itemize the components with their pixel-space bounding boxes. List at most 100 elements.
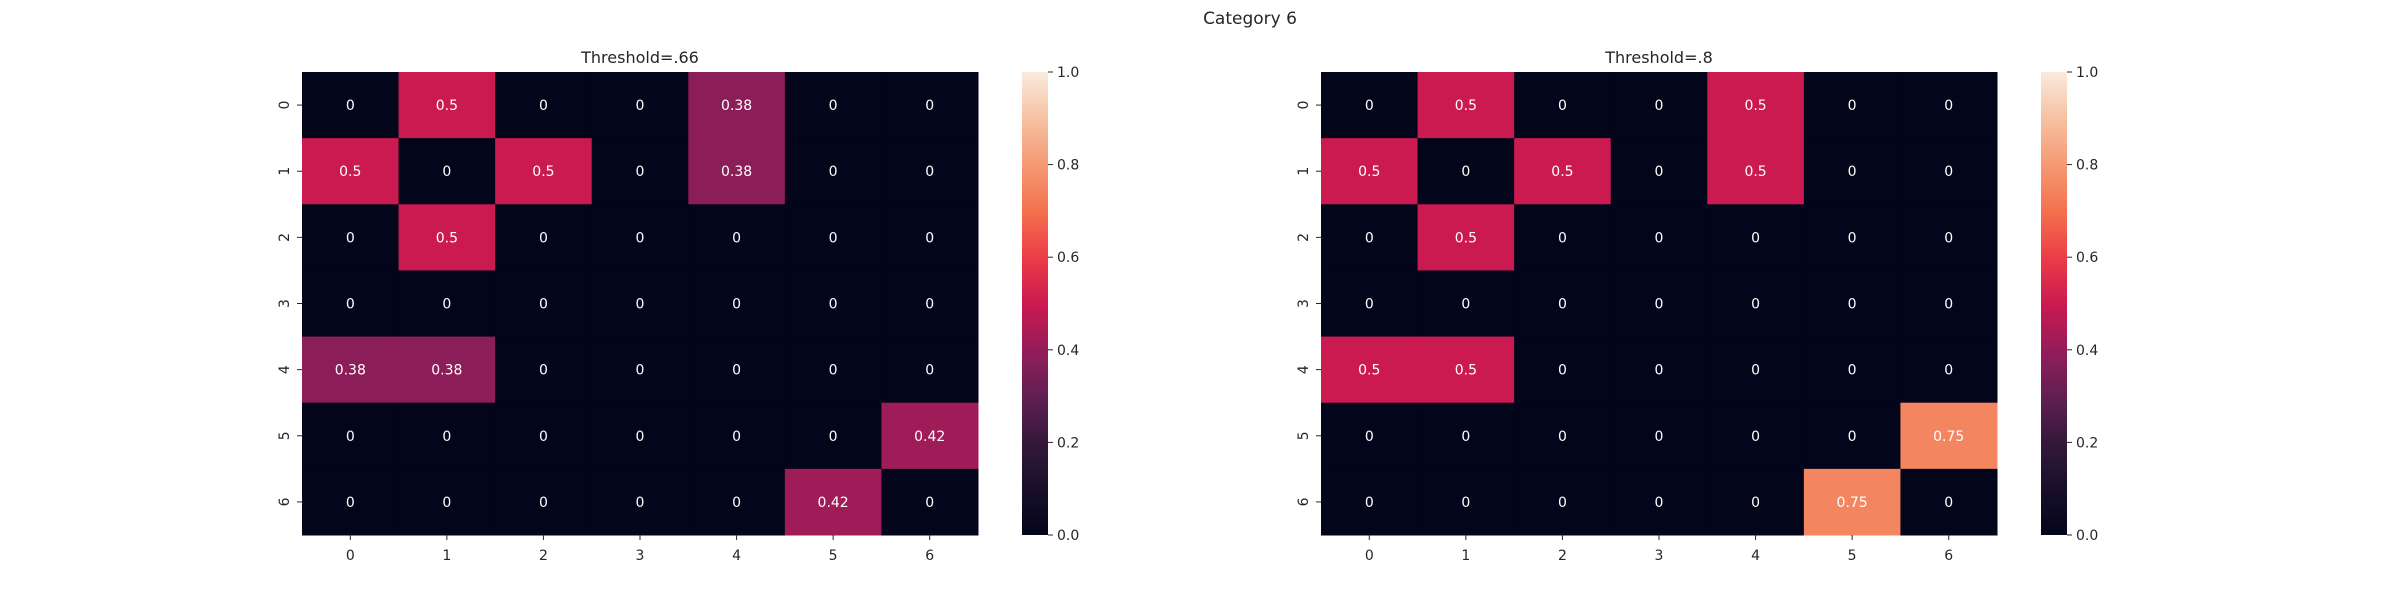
heatmap-cell — [784, 336, 882, 404]
cell-label: 0.75 — [1933, 429, 1964, 445]
cell-label: 0 — [539, 98, 548, 114]
heatmap-cell — [495, 402, 593, 470]
heatmap-cell — [302, 72, 400, 139]
heatmap-cell — [302, 204, 400, 271]
heatmap-cell — [591, 138, 689, 205]
heatmap-cell — [1321, 402, 1419, 470]
heatmap-cell — [1900, 336, 1998, 404]
heatmap-cell — [398, 270, 496, 338]
colorbar-tick-label: 0.6 — [2076, 250, 2098, 266]
heatmap-cell — [688, 270, 786, 338]
heatmap-cell — [1321, 270, 1419, 338]
x-tick-label: 0 — [346, 548, 355, 564]
heatmap-cell — [784, 468, 882, 536]
heatmap-cell — [1321, 336, 1419, 404]
y-tick-label: 5 — [277, 431, 293, 440]
cell-label: 0 — [1655, 297, 1664, 313]
cell-label: 0 — [1655, 230, 1664, 246]
heatmap-cell — [302, 270, 400, 338]
x-tick-label: 0 — [1365, 548, 1374, 564]
heatmap-cell — [881, 402, 979, 470]
heatmap-cell — [1803, 138, 1901, 205]
cell-label: 0.5 — [1455, 98, 1477, 114]
cell-label: 0 — [539, 363, 548, 379]
cell-label: 0.5 — [1358, 164, 1380, 180]
cell-label: 0 — [346, 495, 355, 511]
cell-label: 0 — [1944, 230, 1953, 246]
cell-label: 0 — [732, 495, 741, 511]
heatmap-cell — [1417, 402, 1515, 470]
cell-label: 0 — [829, 297, 838, 313]
cell-label: 0 — [442, 429, 451, 445]
heatmap-cell — [495, 468, 593, 536]
colorbar — [2041, 72, 2067, 535]
cell-label: 0 — [1848, 230, 1857, 246]
cell-label: 0 — [1365, 495, 1374, 511]
cell-label: 0 — [636, 495, 645, 511]
cell-label: 0 — [539, 495, 548, 511]
cell-label: 0 — [925, 297, 934, 313]
heatmap-cell — [1417, 72, 1515, 139]
cell-label: 0 — [732, 230, 741, 246]
colorbar-tick-label: 0.4 — [2076, 343, 2098, 359]
cell-label: 0 — [829, 429, 838, 445]
cell-label: 0.5 — [1455, 230, 1477, 246]
cell-label: 0.75 — [1837, 495, 1868, 511]
cell-label: 0 — [442, 495, 451, 511]
panel-title: Threshold=.8 — [1604, 48, 1713, 67]
cell-label: 0.38 — [721, 164, 752, 180]
y-tick-label: 2 — [277, 233, 293, 242]
cell-label: 0 — [1655, 495, 1664, 511]
heatmap-cell — [1900, 468, 1998, 536]
heatmap-cell — [1610, 270, 1708, 338]
y-tick-label: 5 — [1296, 431, 1312, 440]
cell-label: 0 — [1751, 230, 1760, 246]
cell-label: 0 — [636, 297, 645, 313]
cell-label: 0 — [539, 429, 548, 445]
x-tick-label: 1 — [1461, 548, 1470, 564]
heatmap-cell — [1417, 138, 1515, 205]
heatmap-cell — [302, 468, 400, 536]
heatmap-cell — [881, 336, 979, 404]
cell-label: 0 — [636, 98, 645, 114]
cell-label: 0 — [1558, 230, 1567, 246]
cell-label: 0 — [1558, 495, 1567, 511]
cell-label: 0 — [829, 363, 838, 379]
y-tick-label: 6 — [277, 497, 293, 506]
heatmap-cell — [1610, 204, 1708, 271]
y-tick-label: 0 — [1296, 101, 1312, 110]
heatmap-cell — [591, 402, 689, 470]
heatmap-cell — [1514, 72, 1612, 139]
cell-label: 0 — [829, 230, 838, 246]
heatmap-cell — [688, 468, 786, 536]
y-tick-label: 0 — [277, 101, 293, 110]
heatmap-cell — [1610, 72, 1708, 139]
heatmap-cell — [784, 138, 882, 205]
y-tick-label: 2 — [1296, 233, 1312, 242]
cell-label: 0 — [1655, 164, 1664, 180]
cell-label: 0 — [1558, 98, 1567, 114]
heatmap-cell — [881, 138, 979, 205]
y-tick-label: 3 — [1296, 299, 1312, 308]
heatmap-cell — [302, 336, 400, 404]
colorbar-tick-label: 0.6 — [1057, 250, 1079, 266]
cell-label: 0 — [1751, 363, 1760, 379]
heatmap-cell — [881, 468, 979, 536]
cell-label: 0 — [346, 98, 355, 114]
cell-label: 0 — [829, 98, 838, 114]
heatmap-cell — [398, 72, 496, 139]
heatmap-cell — [495, 204, 593, 271]
heatmap-cell — [1321, 72, 1419, 139]
heatmap-cell — [1803, 270, 1901, 338]
colorbar-tick-label: 0.2 — [1057, 435, 1079, 451]
cell-label: 0 — [442, 164, 451, 180]
cell-label: 0.5 — [1455, 363, 1477, 379]
cell-label: 0 — [346, 230, 355, 246]
colorbar-tick-label: 0.0 — [1057, 528, 1079, 544]
colorbar-tick-label: 0.2 — [2076, 435, 2098, 451]
heatmap-cell — [1321, 468, 1419, 536]
heatmap-cell — [1900, 72, 1998, 139]
y-tick-label: 1 — [277, 167, 293, 176]
colorbar — [1022, 72, 1048, 535]
colorbar-tick-label: 1.0 — [1057, 65, 1079, 81]
